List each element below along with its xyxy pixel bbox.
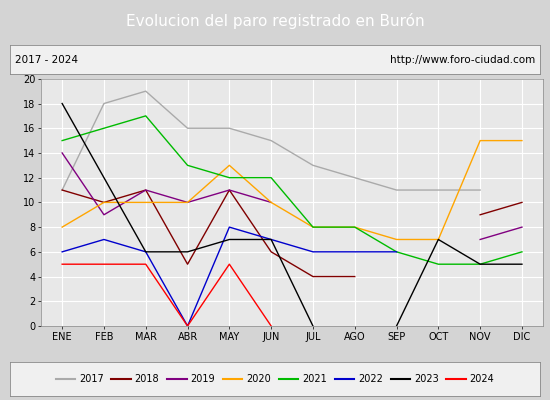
Text: 2017 - 2024: 2017 - 2024 [15, 55, 78, 65]
Text: http://www.foro-ciudad.com: http://www.foro-ciudad.com [389, 55, 535, 65]
Text: Evolucion del paro registrado en Burón: Evolucion del paro registrado en Burón [126, 13, 424, 29]
Legend: 2017, 2018, 2019, 2020, 2021, 2022, 2023, 2024: 2017, 2018, 2019, 2020, 2021, 2022, 2023… [56, 374, 494, 384]
